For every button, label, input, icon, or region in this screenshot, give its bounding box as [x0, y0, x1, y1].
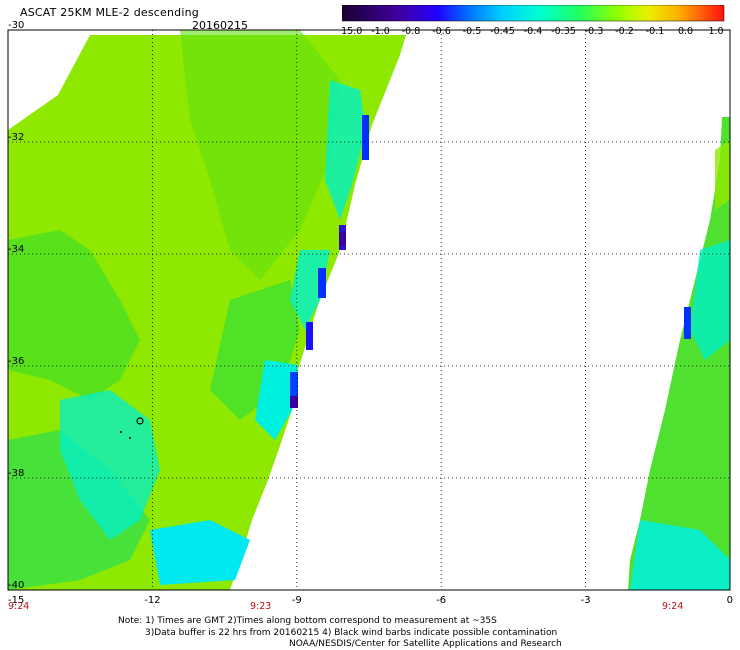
colorbar-label: 0.0 — [678, 26, 693, 37]
colorbar-gradient — [342, 5, 725, 22]
lon-tick-label: -6 — [436, 595, 446, 606]
time-label: 9:24 — [662, 601, 683, 612]
colorbar-label: 1.0 — [708, 26, 723, 37]
axis-ticks: -15 -12 -9 -6 -3 0-30-32-34-36-38-409:24 9:23 9… — [8, 20, 733, 612]
colorbar-label: -0.1 — [646, 26, 665, 37]
wind-barb-dot — [120, 431, 122, 433]
lon-tick-label: 0 — [727, 595, 733, 606]
colorbar-label: -0.3 — [585, 26, 604, 37]
map-frame — [7, 29, 731, 591]
wind-barb-dot — [129, 437, 131, 439]
colorbar-label: -0.5 — [463, 26, 482, 37]
swath-right-fill — [628, 117, 730, 590]
blue-cell — [339, 225, 346, 250]
lon-tick-label: -3 — [581, 595, 591, 606]
blue-cell — [318, 268, 326, 298]
purple-cell — [290, 396, 298, 408]
colorbar-label: -0.45 — [490, 26, 515, 37]
swath-left — [8, 30, 406, 590]
lat-lon-grid — [8, 30, 730, 590]
colorbar-label: -0.4 — [524, 26, 543, 37]
lat-tick-label: -34 — [8, 244, 24, 255]
lon-tick-label: -9 — [292, 595, 302, 606]
time-label: 9:24 — [8, 601, 29, 612]
time-label: 9:23 — [250, 601, 271, 612]
blue-cell — [306, 322, 313, 350]
swath-left-fill — [8, 35, 406, 590]
colorbar-label: -0.35 — [551, 26, 576, 37]
lat-tick-label: -40 — [8, 580, 24, 591]
blue-cell — [290, 372, 298, 408]
blue-cell — [684, 307, 691, 339]
blue-cell — [362, 115, 369, 160]
swath-right — [628, 117, 730, 590]
colorbar-label: -0.2 — [615, 26, 634, 37]
footer-credit: NOAA/NESDIS/Center for Satellite Applica… — [289, 639, 562, 649]
footer-note-1: Note: 1) Times are GMT 2)Times along bot… — [118, 616, 497, 626]
product-title: ASCAT 25KM MLE-2 descending — [20, 6, 199, 19]
footer-note-2: 3)Data buffer is 22 hrs from 20160215 4)… — [145, 628, 558, 638]
lat-tick-label: -38 — [8, 468, 24, 479]
colorbar-label: -0.8 — [402, 26, 421, 37]
purple-cell — [339, 232, 346, 246]
lon-tick-label: -12 — [144, 595, 160, 606]
colorbar-label: -1.0 — [371, 26, 390, 37]
lon-tick-label: -15 — [8, 595, 24, 606]
lat-tick-label: -36 — [8, 356, 24, 367]
contamination-marker — [136, 417, 144, 425]
lat-tick-label: -30 — [8, 20, 24, 31]
colorbar-label: -15.0 — [342, 26, 362, 37]
lat-tick-label: -32 — [8, 132, 24, 143]
colorbar: -15.0-1.0-0.8-0.6-0.5-0.45-0.4-0.35-0.3-… — [342, 5, 725, 37]
colorbar-label: -0.6 — [432, 26, 451, 37]
product-date: 20160215 — [192, 19, 248, 32]
